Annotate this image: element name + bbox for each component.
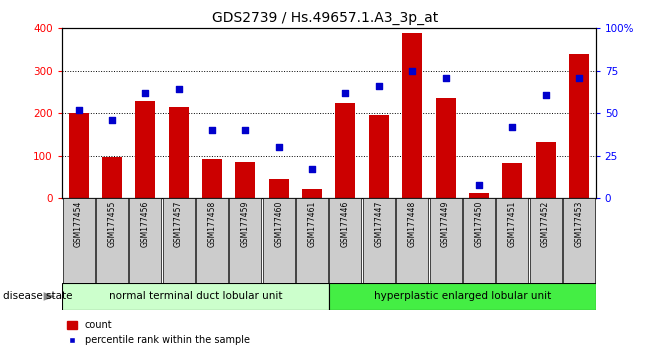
Point xyxy=(273,144,284,150)
Text: GSM177446: GSM177446 xyxy=(341,201,350,247)
Text: GSM177452: GSM177452 xyxy=(541,201,550,247)
Bar xyxy=(202,159,222,198)
Bar xyxy=(335,103,355,198)
FancyBboxPatch shape xyxy=(163,198,195,283)
FancyBboxPatch shape xyxy=(229,198,261,283)
FancyBboxPatch shape xyxy=(196,198,228,283)
Text: GSM177455: GSM177455 xyxy=(107,201,117,247)
Point xyxy=(507,124,518,130)
Point xyxy=(407,68,417,74)
Text: GSM177454: GSM177454 xyxy=(74,201,83,247)
Text: GSM177461: GSM177461 xyxy=(307,201,316,247)
Point xyxy=(474,182,484,188)
Text: disease state: disease state xyxy=(3,291,73,302)
Bar xyxy=(436,98,456,198)
Text: GSM177450: GSM177450 xyxy=(475,201,484,247)
Point xyxy=(140,90,150,96)
Bar xyxy=(269,179,289,198)
Bar xyxy=(569,54,589,198)
Text: GSM177451: GSM177451 xyxy=(508,201,517,247)
FancyBboxPatch shape xyxy=(263,198,295,283)
Bar xyxy=(469,193,489,198)
Bar xyxy=(536,142,556,198)
FancyBboxPatch shape xyxy=(329,283,596,310)
Bar xyxy=(68,113,89,198)
Point xyxy=(107,117,117,123)
Text: GSM177447: GSM177447 xyxy=(374,201,383,247)
Text: hyperplastic enlarged lobular unit: hyperplastic enlarged lobular unit xyxy=(374,291,551,302)
Bar xyxy=(236,162,255,198)
Bar xyxy=(369,115,389,198)
Text: GSM177448: GSM177448 xyxy=(408,201,417,247)
Bar xyxy=(102,157,122,198)
FancyBboxPatch shape xyxy=(396,198,428,283)
FancyBboxPatch shape xyxy=(563,198,595,283)
Text: GSM177458: GSM177458 xyxy=(208,201,217,247)
Polygon shape xyxy=(44,292,55,301)
FancyBboxPatch shape xyxy=(463,198,495,283)
Point xyxy=(307,166,317,172)
FancyBboxPatch shape xyxy=(296,198,328,283)
Point xyxy=(340,90,351,96)
Point xyxy=(574,75,584,80)
Text: GSM177459: GSM177459 xyxy=(241,201,250,247)
Bar xyxy=(169,107,189,198)
FancyBboxPatch shape xyxy=(329,198,361,283)
Text: GSM177456: GSM177456 xyxy=(141,201,150,247)
Point xyxy=(374,83,384,89)
FancyBboxPatch shape xyxy=(430,198,462,283)
Text: normal terminal duct lobular unit: normal terminal duct lobular unit xyxy=(109,291,282,302)
Point xyxy=(440,75,450,80)
Text: GDS2739 / Hs.49657.1.A3_3p_at: GDS2739 / Hs.49657.1.A3_3p_at xyxy=(212,11,439,25)
Bar xyxy=(135,101,155,198)
Text: GSM177457: GSM177457 xyxy=(174,201,183,247)
Legend: count, percentile rank within the sample: count, percentile rank within the sample xyxy=(63,316,254,349)
FancyBboxPatch shape xyxy=(96,198,128,283)
Bar xyxy=(302,189,322,198)
Point xyxy=(207,127,217,133)
FancyBboxPatch shape xyxy=(530,198,562,283)
FancyBboxPatch shape xyxy=(62,283,329,310)
Bar xyxy=(402,33,422,198)
Text: GSM177460: GSM177460 xyxy=(274,201,283,247)
Text: GSM177449: GSM177449 xyxy=(441,201,450,247)
FancyBboxPatch shape xyxy=(130,198,161,283)
FancyBboxPatch shape xyxy=(62,198,94,283)
Point xyxy=(173,87,184,92)
Text: GSM177453: GSM177453 xyxy=(574,201,583,247)
Point xyxy=(240,127,251,133)
Bar xyxy=(503,163,522,198)
Point xyxy=(74,107,84,113)
Point xyxy=(540,92,551,97)
FancyBboxPatch shape xyxy=(363,198,395,283)
FancyBboxPatch shape xyxy=(496,198,528,283)
